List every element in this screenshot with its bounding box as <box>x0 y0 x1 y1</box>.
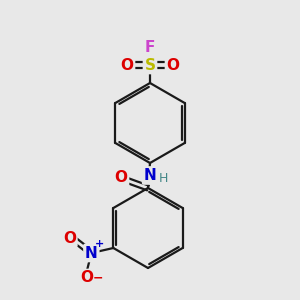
Text: +: + <box>95 239 104 249</box>
Text: N: N <box>85 245 98 260</box>
Text: S: S <box>145 58 155 73</box>
Text: O: O <box>121 58 134 73</box>
Text: O: O <box>80 271 93 286</box>
Text: F: F <box>145 40 155 55</box>
Text: N: N <box>144 168 156 183</box>
Text: O: O <box>167 58 179 73</box>
Text: O: O <box>115 170 128 185</box>
Text: H: H <box>158 172 168 185</box>
Text: O: O <box>63 230 76 245</box>
Text: −: − <box>93 272 104 284</box>
